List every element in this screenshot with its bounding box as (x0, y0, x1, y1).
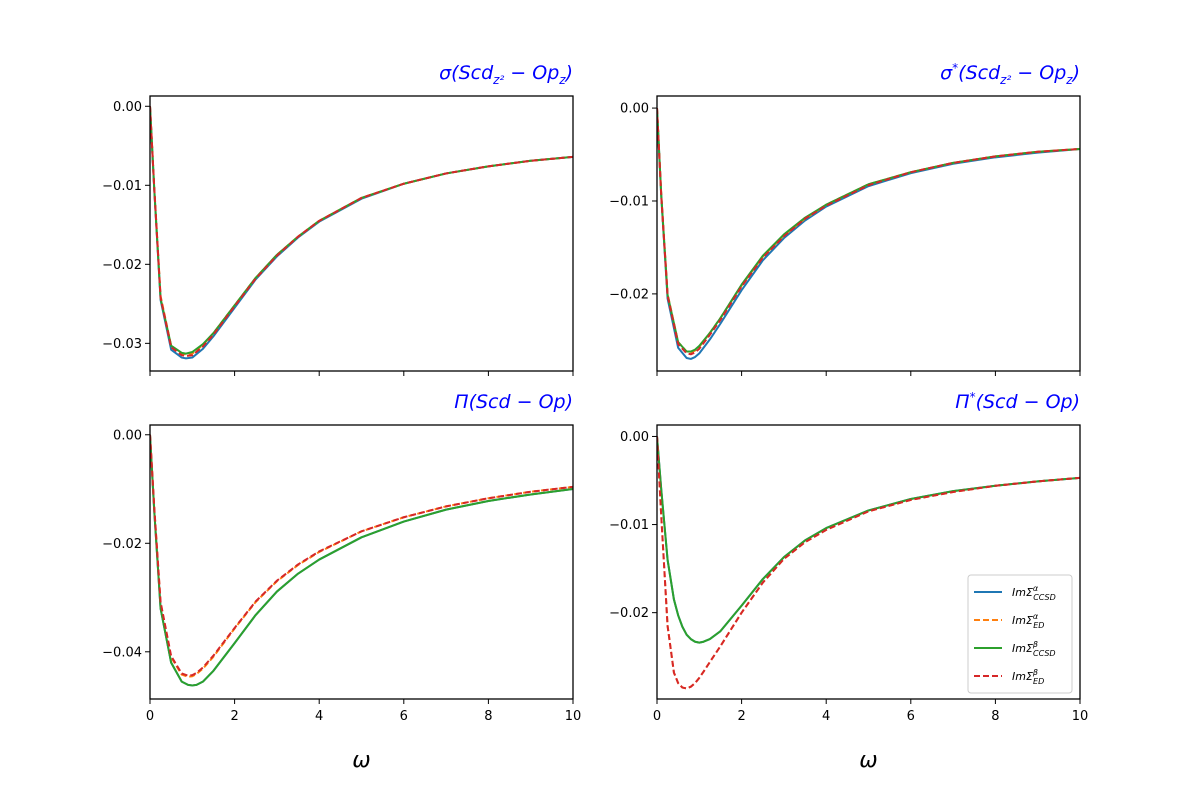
panel-3-axes-frame (149, 424, 574, 700)
legend-label-2: ImΣα ED (1012, 612, 1044, 630)
panel-4: 0 2 4 6 8 10 0.00 −0.01 −0.02 Π*(Scd − Op) ω (609, 390, 1088, 773)
panel-2-ytick-label: −0.01 (609, 194, 649, 209)
panel-3-title: Π(Scd − Op) (454, 391, 573, 413)
panel-4-xlabel: ω (859, 748, 877, 773)
panel-3-xtick-label: 8 (484, 709, 492, 724)
legend-label-3: ImΣβ CCSD (1012, 640, 1056, 658)
panel-4-xtick-label: 10 (1072, 709, 1089, 724)
panel-4-xtick-label: 0 (653, 709, 661, 724)
panel-1-ytick-label: −0.03 (102, 337, 142, 352)
panel-3-series-1-line (150, 434, 573, 687)
legend-box (967, 574, 1073, 694)
legend-label-4: ImΣβ ED (1012, 668, 1044, 686)
panel-4-title: Π*(Scd − Op) (955, 390, 1080, 413)
panel-2-ytick-label: −0.02 (609, 287, 649, 302)
panel-1-ytick-label: −0.02 (102, 258, 142, 273)
panel-3-series-4-line (150, 434, 573, 677)
panel-3-xtick-label: 4 (315, 709, 323, 724)
panel-1-ytick-label: 0.00 (113, 100, 142, 115)
panel-3-xtick-label: 2 (230, 709, 238, 724)
panel-2-series-4-line (657, 108, 1080, 356)
panel-4-xtick-label: 8 (991, 709, 999, 724)
legend: ImΣα CCSD ImΣα ED ImΣβ CCSD ImΣβ ED (967, 574, 1073, 694)
panel-3-ytick-label: −0.02 (102, 537, 142, 552)
panel-2-ytick-label: 0.00 (620, 102, 649, 117)
panel-2-series-3-line (657, 108, 1080, 353)
panel-3-xtick-label: 10 (565, 709, 582, 724)
panel-3-ytick-label: 0.00 (113, 428, 142, 443)
panel-1-series-2-line (150, 106, 573, 356)
panel-2-axes-frame (656, 95, 1081, 372)
panel-1-series-3-line (150, 106, 573, 355)
panel-1-title: σ(Scdz² − Opz) (439, 62, 573, 87)
panel-3-xtick-label: 0 (146, 709, 154, 724)
panel-4-ytick-label: 0.00 (620, 430, 649, 445)
panel-3-series-2-line (150, 434, 573, 678)
panel-2-title: σ*(Scdz² − Opz) (940, 61, 1080, 87)
panel-3-series-3-line (150, 434, 573, 687)
panel-3-ytick-label: −0.04 (102, 645, 142, 660)
panel-1: 0.00 −0.01 −0.02 −0.03 σ(Scdz² − Opz) (102, 62, 574, 376)
panel-4-xtick-label: 2 (737, 709, 745, 724)
panel-2: 0.00 −0.01 −0.02 σ*(Scdz² − Opz) (609, 61, 1081, 376)
legend-label-1: ImΣα CCSD (1012, 584, 1056, 602)
panel-4-xtick-label: 4 (822, 709, 830, 724)
panel-2-series-2-line (657, 108, 1080, 354)
panel-3: 0 2 4 6 8 10 0.00 −0.02 −0.04 Π(Scd − Op) ω (102, 391, 581, 773)
panel-1-axes-frame (149, 95, 574, 372)
panel-4-xtick-label: 6 (907, 709, 915, 724)
panel-1-series-4-line (150, 106, 573, 357)
panel-1-ytick-label: −0.01 (102, 179, 142, 194)
panel-3-xtick-label: 6 (400, 709, 408, 724)
panel-4-ytick-label: −0.02 (609, 606, 649, 621)
panel-4-axes-frame (656, 424, 1081, 700)
panel-4-series-4-line (657, 436, 1080, 690)
panel-3-xlabel: ω (352, 748, 370, 773)
panel-4-ytick-label: −0.01 (609, 518, 649, 533)
panel-1-series-1-line (150, 106, 573, 360)
